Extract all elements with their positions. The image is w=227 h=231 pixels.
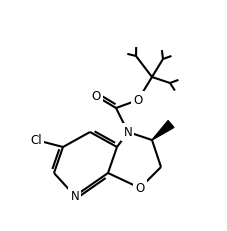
Text: O: O	[91, 90, 100, 103]
Text: O: O	[133, 94, 142, 107]
Text: N: N	[123, 126, 132, 139]
Text: O: O	[135, 182, 144, 195]
Text: N: N	[70, 190, 79, 203]
Polygon shape	[151, 121, 173, 140]
Text: Cl: Cl	[30, 134, 42, 147]
